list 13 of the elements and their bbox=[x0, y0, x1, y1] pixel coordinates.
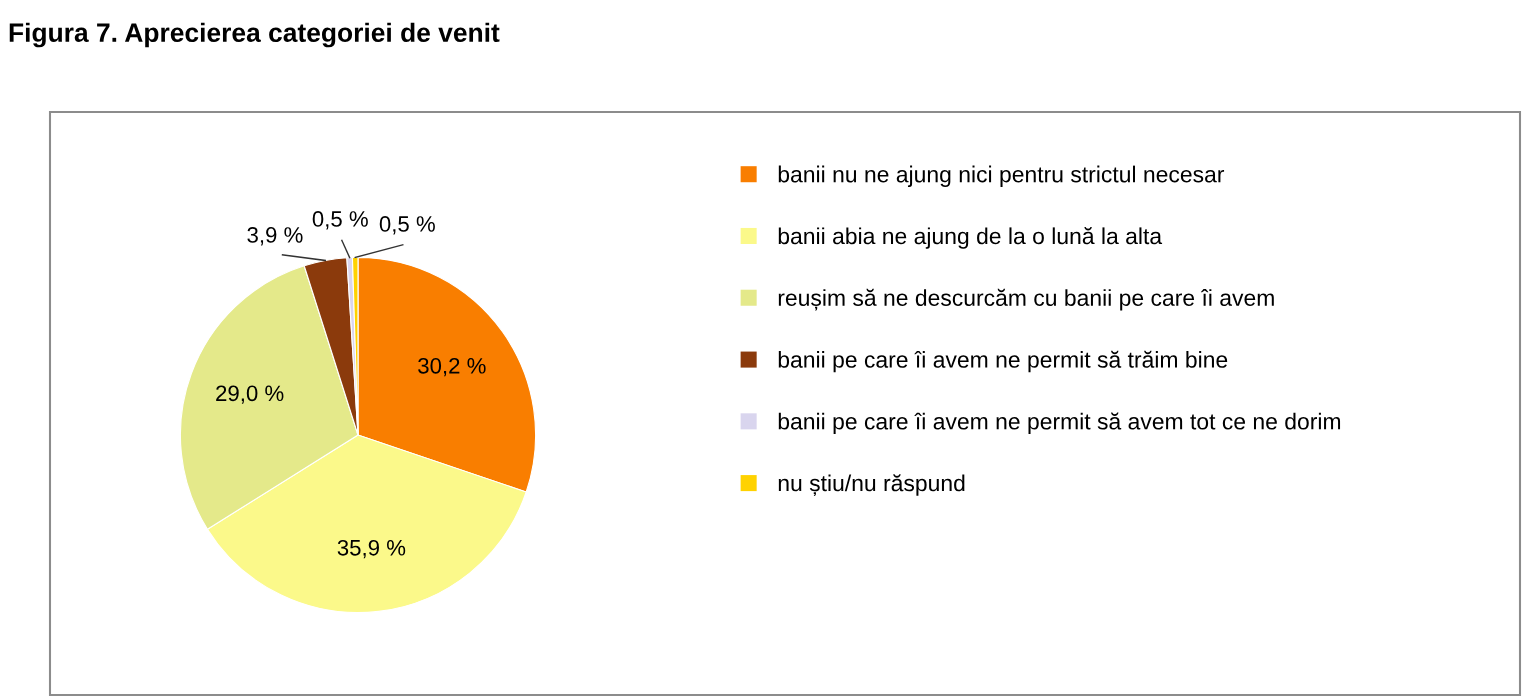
legend-label: banii nu ne ajung nici pentru strictul necesar bbox=[778, 165, 1225, 187]
legend-label: banii abia ne ajung de la o lună la alta bbox=[778, 227, 1163, 249]
legend-label: nu știu/nu răspund bbox=[778, 474, 965, 496]
data-label: 0,5 % bbox=[379, 216, 435, 235]
legend-label: banii pe care îi avem ne permit să avem tot ce ne dorim bbox=[778, 412, 1341, 435]
data-label: 30,2 % bbox=[418, 357, 486, 377]
data-label: 0,5 % bbox=[312, 211, 368, 230]
legend-label: banii pe care îi avem ne permit să trăim bine bbox=[778, 350, 1228, 373]
chart-title: Figura 7. Aprecierea categoriei de venit bbox=[9, 22, 500, 48]
data-label: 29,0 % bbox=[216, 385, 284, 404]
legend-label: reușim să ne descurcăm cu banii pe care îi avem bbox=[778, 288, 1274, 311]
data-label: 3,9 % bbox=[247, 227, 303, 246]
data-label: 35,9 % bbox=[337, 539, 406, 559]
